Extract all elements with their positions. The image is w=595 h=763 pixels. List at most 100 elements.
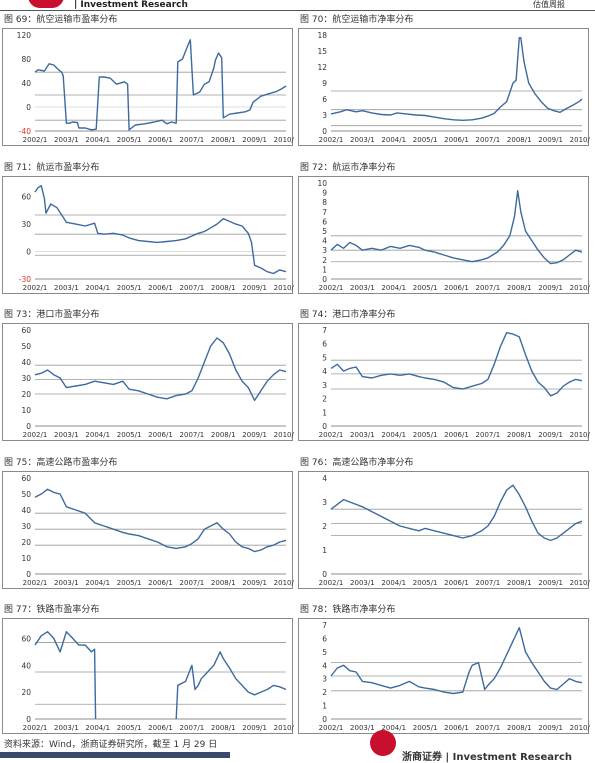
x-tick-label: 2006/1 [444,431,469,439]
x-tick-label: 2009/1 [242,724,267,732]
y-tick-label: 0 [26,570,31,579]
x-tick-label: 2004/1 [381,136,406,144]
x-tick-label: 2003/1 [54,724,79,732]
x-tick-label: 2008/1 [211,284,236,292]
x-tick-label: 2006/1 [444,284,469,292]
chart-panel-77: 0 20 40 60 2002/1 2003/1 2004/1 2005/1 2006/1 200… [2,618,294,734]
x-tick-label: 2006/1 [444,724,469,732]
y-tick-label: 12 [317,63,327,72]
x-tick-label: 2005/1 [117,284,142,292]
y-tick-label: 5 [322,353,327,362]
y-tick-label: 5 [322,648,327,657]
x-tick-label: 2008/1 [507,431,532,439]
chart-title-73: 图 73：港口市盈率分布 [4,310,100,320]
x-tick-label: 2006/1 [444,579,469,587]
y-tick-label: 30 [21,220,31,229]
y-tick-label: 3 [322,111,327,120]
y-tick-label: 7 [322,208,327,217]
y-tick-label: 80 [21,55,31,64]
x-tick-label: 2010/1 [274,136,294,144]
y-tick-label: 40 [21,661,31,670]
x-tick-label: 2010/1 [570,136,590,144]
y-tick-label: 0 [26,422,31,431]
y-tick-label: 4 [322,661,327,670]
y-tick-label: 9 [322,189,327,198]
x-tick-label: 2008/1 [507,284,532,292]
y-tick-label: 60 [21,326,31,335]
y-tick-label: 10 [21,554,31,563]
y-tick-label: 1 [322,546,327,555]
chart-panel-75: 0 10 20 30 40 50 60 2002/1 2003/1 2004/1 2005/1 200… [2,471,294,589]
x-tick-label: 2010/1 [274,431,294,439]
x-tick-label: 2009/1 [538,579,563,587]
x-tick-label: 2005/1 [117,724,142,732]
series-line [34,630,97,720]
footer-bar [0,752,230,758]
y-tick-label: 6 [322,340,327,349]
series-line [34,39,287,131]
brand-logo-icon [28,0,64,8]
y-tick-label: 50 [21,490,31,499]
x-tick-label: 2009/1 [242,431,267,439]
x-tick-label: 2003/1 [54,284,79,292]
x-tick-label: 2004/1 [85,724,110,732]
x-tick-label: 2004/1 [381,579,406,587]
x-tick-label: 2009/1 [242,579,267,587]
x-tick-label: 2004/1 [85,136,110,144]
y-tick-label: 8 [322,198,327,207]
x-tick-label: 2002/1 [319,724,344,732]
y-tick-label: 18 [317,31,327,40]
y-tick-label: 10 [317,179,327,188]
series-line [330,36,583,122]
y-tick-label: 20 [21,538,31,547]
x-tick-label: 2002/1 [23,284,48,292]
y-tick-label: 30 [21,522,31,531]
chart-title-70: 图 70：航空运输市净率分布 [300,15,414,25]
y-tick-label: 5 [322,227,327,236]
x-tick-label: 2009/1 [242,136,267,144]
chart-71: -30 0 30 60 2002/1 2003/1 2004/1 2005/1 2006/1 20… [19,184,294,292]
x-tick-label: 2009/1 [538,136,563,144]
chart-title-75: 图 75：高速公路市盈率分布 [4,458,118,468]
y-tick-label: 40 [21,79,31,88]
x-tick-label: 2010/1 [570,284,590,292]
header-report-type: 估值周报 [533,0,565,9]
x-tick-label: 2006/1 [148,284,173,292]
x-tick-label: 2007/1 [476,724,501,732]
y-tick-label: -40 [19,127,31,136]
x-tick-label: 2002/1 [23,431,48,439]
series-line [330,331,583,397]
chart-77: 0 20 40 60 2002/1 2003/1 2004/1 2005/1 2006/1 200… [21,630,294,732]
y-tick-label: 3 [322,675,327,684]
x-tick-label: 2006/1 [148,431,173,439]
chart-title-69: 图 69：航空运输市盈率分布 [4,15,118,25]
x-tick-label: 2008/1 [211,579,236,587]
x-tick-label: 2004/1 [381,284,406,292]
chart-panel-72: 0 1 2 3 4 5 6 7 8 9 10 2002/1 2003/1 2004/1 2005/1 2006… [298,176,590,294]
x-tick-label: 2002/1 [23,579,48,587]
x-tick-label: 2005/1 [413,284,438,292]
y-tick-label: 0 [322,127,327,136]
y-tick-label: 0 [322,275,327,284]
x-tick-label: 2010/1 [570,724,590,732]
y-tick-label: 6 [322,217,327,226]
y-tick-label: 0 [322,715,327,724]
x-tick-label: 2008/1 [211,724,236,732]
y-tick-label: 1 [322,408,327,417]
x-tick-label: 2002/1 [319,136,344,144]
series-line [34,184,287,275]
y-tick-label: 4 [322,367,327,376]
x-tick-label: 2007/1 [180,724,205,732]
x-tick-label: 2008/1 [507,579,532,587]
y-tick-label: 7 [322,326,327,335]
chart-70: 0 3 6 9 12 15 18 2002/1 2003/1 2004/1 2005/1 2006/1… [317,31,590,144]
y-tick-label: 2 [322,395,327,404]
x-tick-label: 2005/1 [117,431,142,439]
x-tick-label: 2010/1 [274,579,294,587]
series-line [34,337,287,402]
x-tick-label: 2003/1 [350,579,375,587]
y-tick-label: 2 [322,688,327,697]
x-tick-label: 2002/1 [23,724,48,732]
chart-78: 0 1 2 3 4 5 6 7 2002/1 2003/1 2004/1 2005/1 2006/1 20… [319,621,590,732]
x-tick-label: 2008/1 [507,136,532,144]
